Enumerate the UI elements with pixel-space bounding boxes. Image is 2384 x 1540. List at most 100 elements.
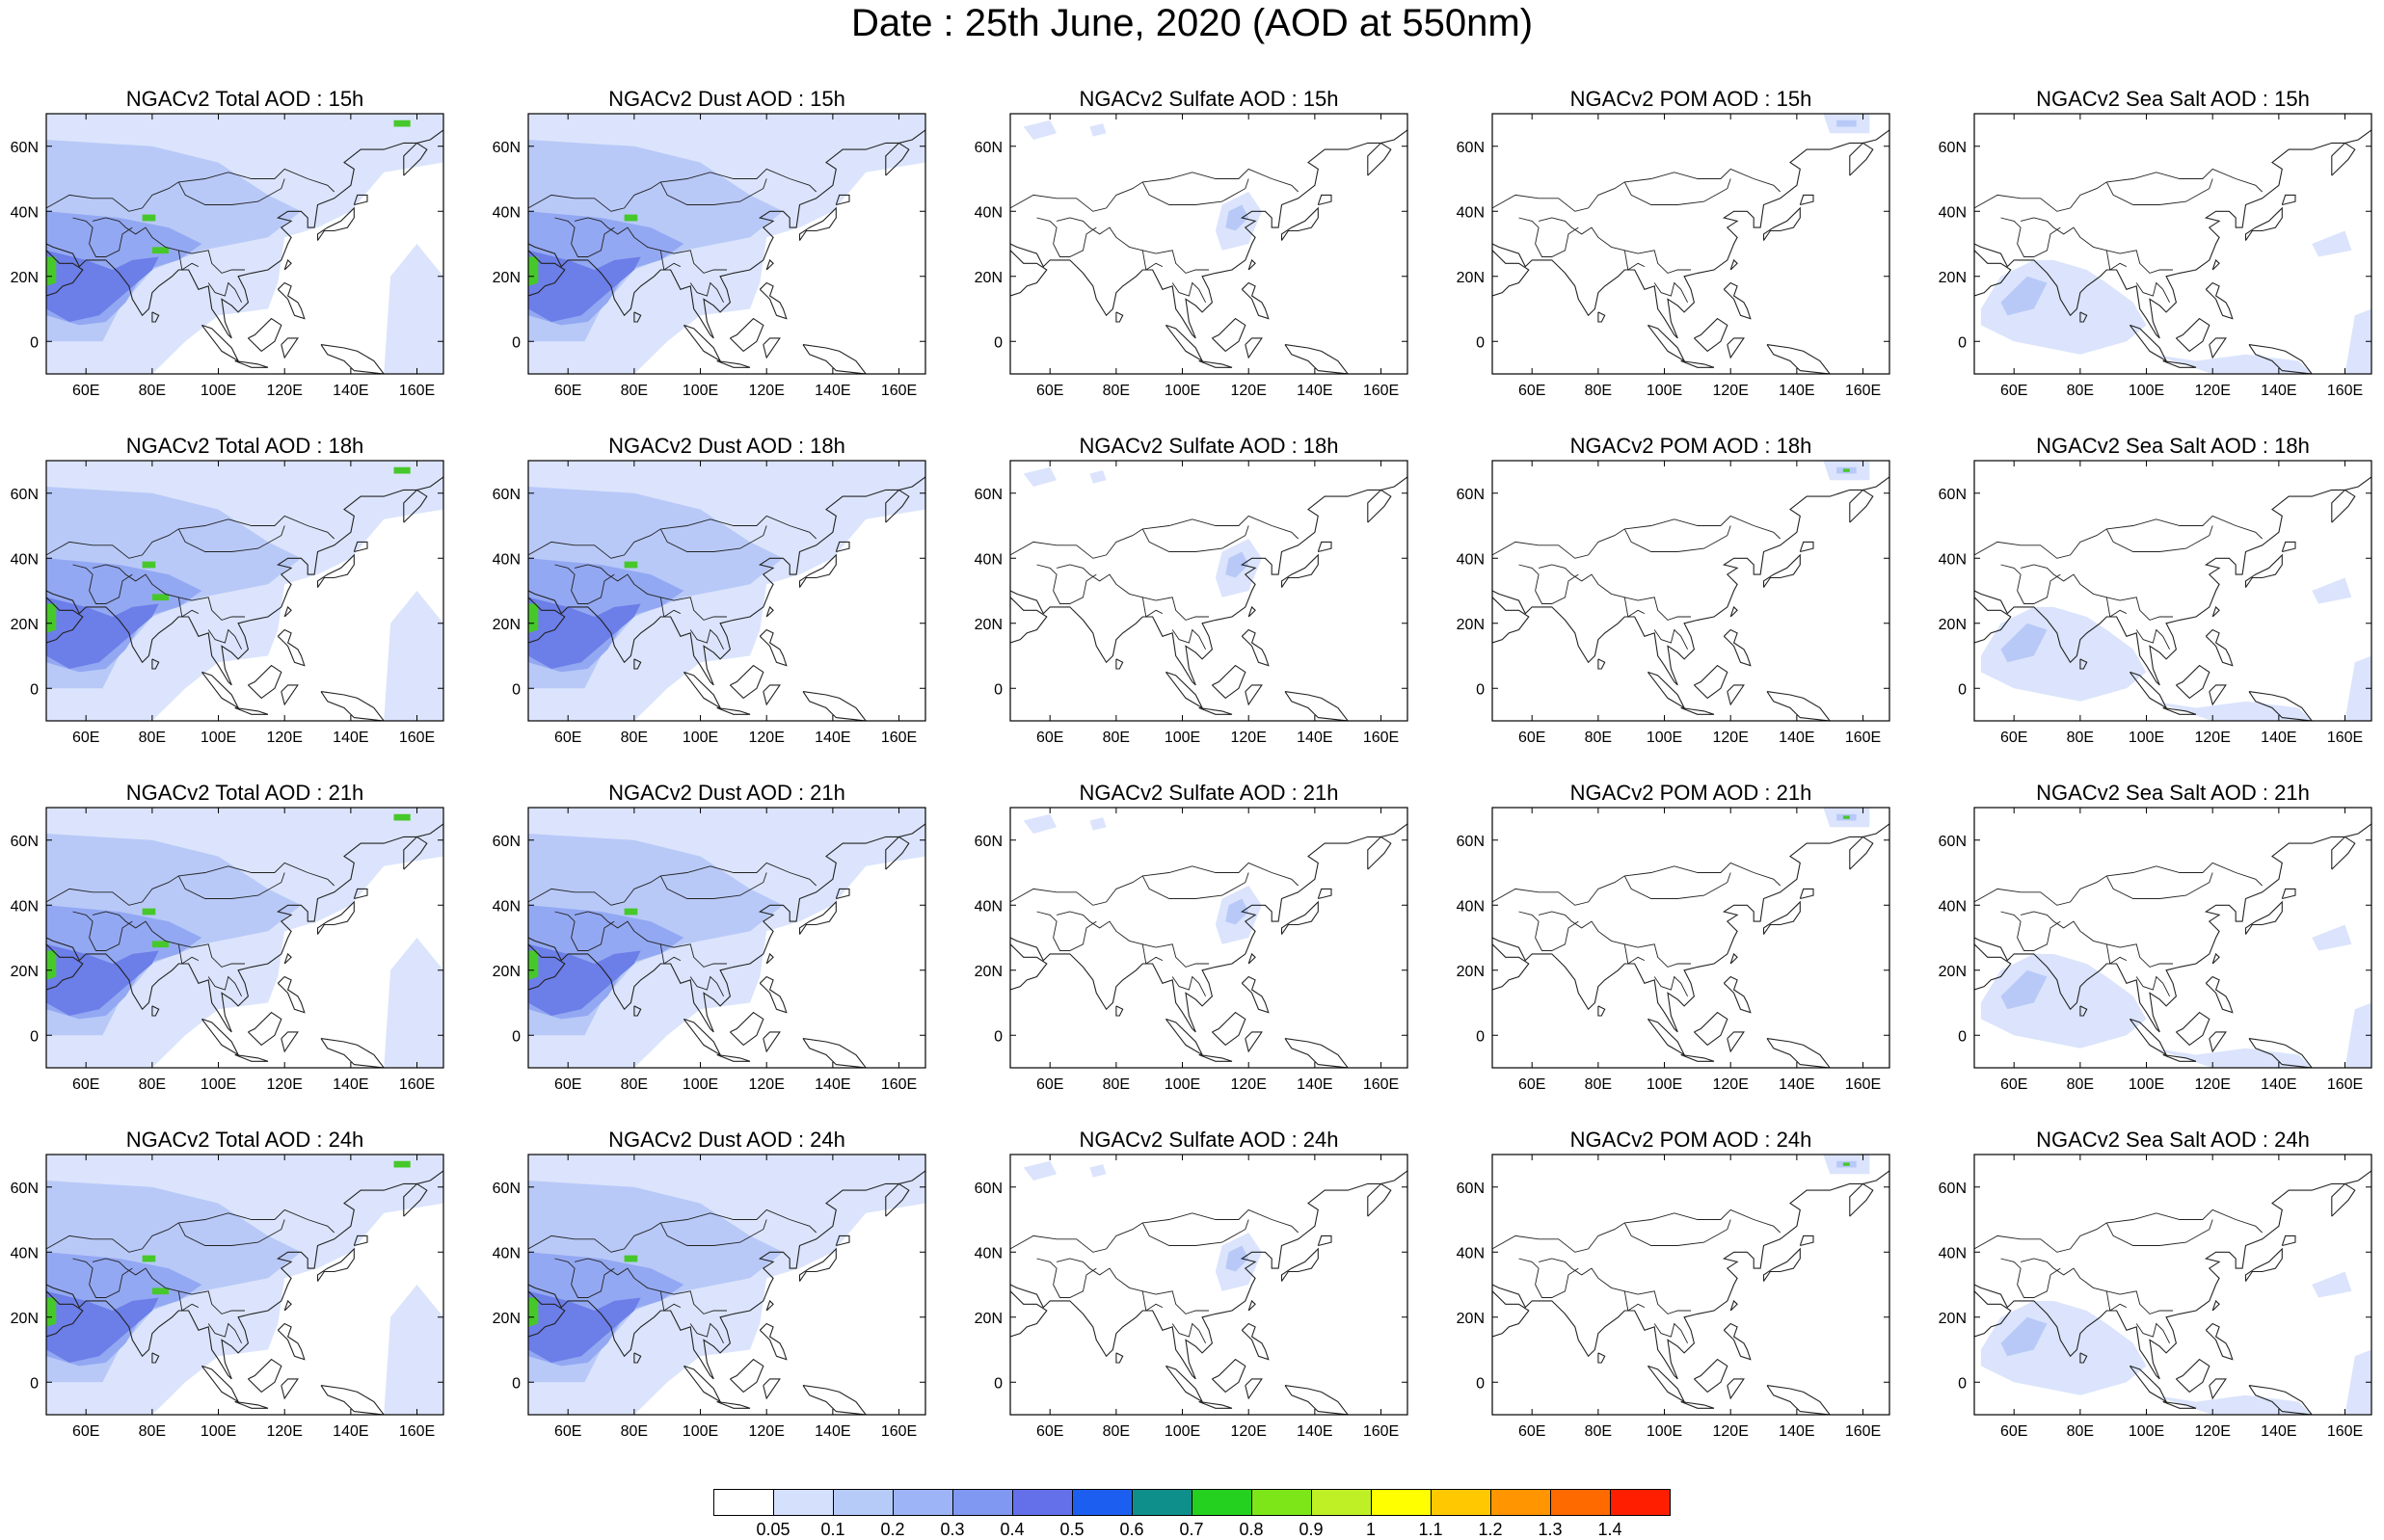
coastline <box>1597 1352 1606 1364</box>
country-border <box>1653 975 1689 997</box>
x-tick-label: 160E <box>1363 1423 1399 1440</box>
aod-shading <box>393 466 411 474</box>
coastline <box>1766 344 1831 374</box>
x-tick-label: 80E <box>621 1076 648 1093</box>
coastline <box>683 1365 722 1403</box>
country-border <box>1974 862 2263 906</box>
y-tick-label: 60N <box>1939 1181 1967 1197</box>
coastline <box>2331 489 2356 523</box>
country-border <box>46 168 335 212</box>
country-border <box>177 597 200 618</box>
coastline <box>1727 684 1745 706</box>
y-tick-label: 40N <box>493 551 521 568</box>
country-border <box>1518 1258 1540 1286</box>
country-border <box>1056 911 1209 968</box>
coastline <box>2211 1299 2220 1312</box>
x-tick-label: 100E <box>683 1076 718 1093</box>
coastline <box>802 344 867 374</box>
panel-title: NGACv2 POM AOD : 15h <box>1569 87 1812 111</box>
country-border <box>2135 628 2171 651</box>
colorbar-label: 0.7 <box>1179 1520 1204 1539</box>
coastline <box>2079 658 2088 670</box>
coastline <box>2209 1031 2227 1053</box>
country-border <box>1538 1258 1691 1314</box>
coastline <box>1317 541 1332 553</box>
country-border <box>2017 920 2061 951</box>
coastline <box>1680 1053 1715 1062</box>
y-tick-label: 40N <box>11 898 39 915</box>
coastline <box>2162 1053 2197 1062</box>
coastline <box>151 1352 160 1364</box>
coastline <box>353 541 368 553</box>
country-border <box>1492 515 1781 559</box>
country-border <box>92 564 245 621</box>
coastline <box>281 1378 299 1400</box>
coastline <box>802 1038 867 1068</box>
coastline <box>1799 541 1814 553</box>
coastline <box>2244 553 2283 588</box>
x-tick-label: 120E <box>267 383 303 399</box>
coastline <box>2176 1358 2210 1394</box>
colorbar-swatch <box>1132 1489 1192 1516</box>
x-tick-label: 100E <box>201 730 236 746</box>
map-panel: NGACv2 Sea Salt AOD : 18h 60E 80E 100E 120E 1… <box>1928 434 2372 752</box>
x-tick-label: 160E <box>881 383 917 399</box>
x-tick-label: 120E <box>2195 383 2231 399</box>
x-tick-label: 140E <box>1779 383 1814 399</box>
coastline <box>1198 706 1233 715</box>
country-border <box>659 597 682 618</box>
coastline <box>1974 250 2012 297</box>
coastline <box>1723 628 1752 667</box>
map-panel: NGACv2 Sulfate AOD : 21h 60E 80E 100E 120E 14… <box>964 781 1408 1099</box>
coastline <box>633 1352 642 1364</box>
x-tick-label: 80E <box>2067 1076 2094 1093</box>
aod-shading <box>393 1160 411 1168</box>
map-panel: NGACv2 Total AOD : 18h 60E 80E 100E 120E 140E… <box>0 434 444 752</box>
coastline <box>281 337 299 359</box>
coastline <box>1198 359 1233 368</box>
country-border <box>2135 281 2171 304</box>
aod-shading <box>624 214 638 222</box>
map-panel: NGACv2 Sea Salt AOD : 21h 60E 80E 100E 120E 1… <box>1928 781 2372 1099</box>
aod-shading <box>528 950 539 980</box>
coastline <box>1694 664 1728 700</box>
x-tick-label: 60E <box>72 1076 99 1093</box>
country-border <box>574 217 727 274</box>
aod-shading <box>2344 1349 2371 1415</box>
y-tick-label: 0 <box>30 1375 39 1392</box>
panel-title: NGACv2 Dust AOD : 18h <box>608 434 845 458</box>
coastline <box>1010 943 1048 991</box>
coastline <box>1762 553 1801 588</box>
y-tick-label: 60N <box>975 1181 1003 1197</box>
y-tick-label: 0 <box>512 1375 521 1392</box>
x-tick-label: 80E <box>1103 1076 1130 1093</box>
y-tick-label: 60N <box>1939 140 1967 156</box>
coastline <box>683 1018 722 1056</box>
coastline <box>1284 691 1349 721</box>
coastline <box>248 1358 282 1394</box>
plot-frame <box>1491 460 1890 722</box>
coastline <box>46 823 443 1033</box>
y-tick-label: 0 <box>30 681 39 698</box>
x-tick-label: 60E <box>72 730 99 746</box>
country-border <box>1056 1258 1209 1314</box>
country-border <box>207 1322 243 1344</box>
country-border <box>1518 911 1540 939</box>
y-tick-label: 20N <box>493 1311 521 1327</box>
colorbar-label: 0.1 <box>820 1520 845 1539</box>
coastline <box>46 476 443 686</box>
map-panel: NGACv2 Total AOD : 24h 60E 80E 100E 120E 140E… <box>0 1128 444 1446</box>
coastline <box>1165 671 1204 709</box>
coastline <box>2129 1365 2168 1403</box>
aod-shading <box>46 256 57 286</box>
y-tick-label: 40N <box>493 1245 521 1261</box>
coastline <box>2205 281 2234 320</box>
x-tick-label: 120E <box>1713 1076 1749 1093</box>
aod-shading <box>46 1297 57 1327</box>
country-border <box>1492 862 1781 906</box>
y-tick-label: 20N <box>11 964 39 980</box>
aod-shading <box>384 591 443 721</box>
coastline <box>2205 1322 2234 1361</box>
coastline <box>2162 1400 2197 1409</box>
x-tick-label: 60E <box>1518 383 1545 399</box>
